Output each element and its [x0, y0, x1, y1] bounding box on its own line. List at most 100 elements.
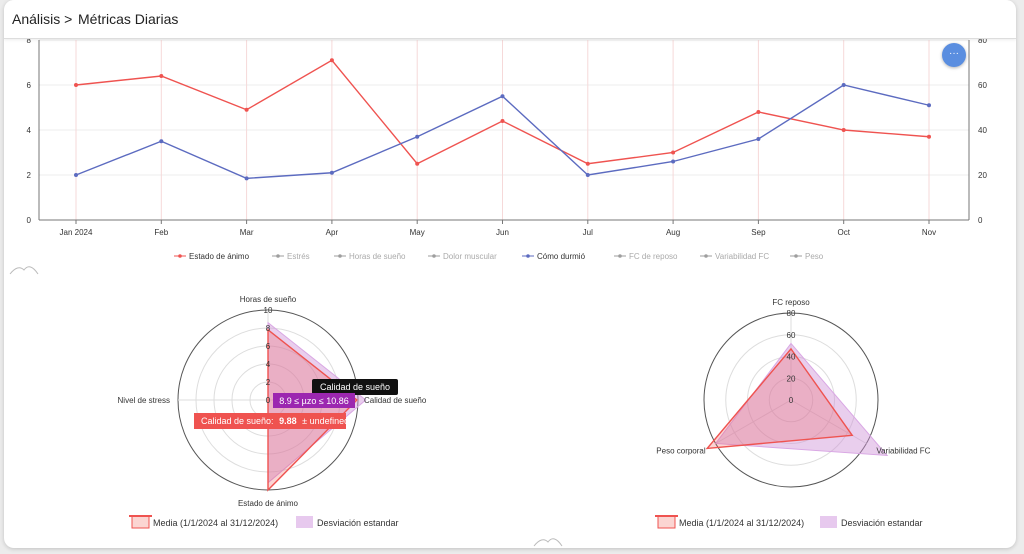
- legend-label: Variabilidad FC: [715, 252, 769, 261]
- legend-media-swatch[interactable]: [657, 515, 676, 529]
- tooltip-mean-suffix: ± undefined: [302, 416, 349, 426]
- y-right-tick: 0: [978, 216, 983, 225]
- page-header: Análisis > Métricas Diarias: [4, 0, 1016, 39]
- radar-tick-label: 6: [266, 342, 271, 351]
- series-point-1: [927, 103, 931, 108]
- series-point-1: [244, 176, 249, 181]
- x-tick-label: May: [410, 228, 425, 237]
- legend-label: Dolor muscular: [443, 252, 497, 261]
- x-tick-label: Mar: [240, 228, 254, 237]
- tooltip-mean-label: Calidad de sueño:: [201, 416, 274, 426]
- x-tick-label: Oct: [837, 228, 850, 237]
- x-tick-label: Jan 2024: [60, 228, 93, 237]
- series-point-0: [671, 150, 676, 155]
- tooltip-mean-bg: [194, 413, 346, 429]
- y-left-tick: 6: [27, 81, 32, 90]
- series-point-1: [756, 137, 761, 141]
- series-point-0: [500, 119, 505, 123]
- scroll-handle-top-shape[interactable]: [9, 266, 39, 275]
- x-tick-label: Sep: [751, 228, 766, 237]
- more-icon: ···: [949, 48, 959, 59]
- series-point-1: [585, 173, 590, 177]
- radar-axis-label: Horas de sueño: [240, 295, 297, 304]
- radar-tick-label: 0: [266, 396, 271, 405]
- legend-media-swatch[interactable]: [131, 515, 150, 529]
- radar-tick-label: 20: [787, 374, 796, 383]
- series-point-0: [244, 107, 249, 112]
- series-point-0: [585, 161, 590, 166]
- legend-marker: [432, 254, 436, 258]
- y-left-tick: 2: [27, 171, 32, 180]
- legend-stddev-swatch[interactable]: [296, 516, 313, 528]
- radar-tick-label: 80: [787, 309, 796, 318]
- series-point-1: [671, 159, 676, 164]
- series-point-0: [74, 83, 78, 87]
- legend-label: Cómo durmió: [537, 252, 586, 261]
- x-tick-label: Apr: [326, 228, 339, 237]
- legend-label: Horas de sueño: [349, 252, 406, 261]
- series-point-0: [841, 128, 846, 132]
- series-point-0: [159, 74, 164, 78]
- page-title: Métricas Diarias: [78, 11, 179, 27]
- series-point-0: [927, 134, 931, 139]
- series-point-1: [329, 170, 334, 175]
- series-point-0: [329, 58, 334, 63]
- legend-stddev-label[interactable]: Desviación estandar: [841, 518, 923, 528]
- radar-mean-area: [267, 328, 358, 492]
- radar-axis-label: Nivel de stress: [118, 396, 170, 405]
- y-right-tick: 80: [978, 36, 987, 45]
- legend-marker: [794, 254, 798, 258]
- legend-media-label[interactable]: Media (1/1/2024 al 31/12/2024): [679, 518, 804, 528]
- x-tick-label: Nov: [922, 228, 936, 237]
- x-tick-label: Jun: [496, 228, 509, 237]
- radar-tick-label: 0: [789, 396, 794, 405]
- scroll-handle-top[interactable]: [9, 266, 39, 275]
- legend-marker: [276, 254, 280, 258]
- radar-tick-label: 60: [787, 331, 796, 340]
- legend-media-label[interactable]: Media (1/1/2024 al 31/12/2024): [153, 518, 278, 528]
- radar-axis-label: FC reposo: [772, 298, 810, 307]
- legend-marker: [526, 254, 530, 258]
- legend-label: FC de reposo: [629, 252, 678, 261]
- series-point-1: [841, 83, 846, 87]
- y-left-tick: 8: [27, 36, 32, 45]
- legend-marker: [704, 254, 708, 258]
- legend-radar-heart[interactable]: Media (1/1/2024 al 31/12/2024) Desviació…: [655, 515, 923, 529]
- radar-tick-label: 4: [266, 360, 271, 369]
- series-point-1: [74, 173, 78, 177]
- scroll-handle-bottom[interactable]: [533, 538, 563, 547]
- x-tick-label: Jul: [583, 228, 593, 237]
- legend-label: Estrés: [287, 252, 310, 261]
- tooltip-calidad: Calidad de sueño 8.9 ≤ µzo ≤ 10.86 Calid…: [194, 379, 398, 429]
- legend-radar-sleep[interactable]: Media (1/1/2024 al 31/12/2024) Desviació…: [129, 515, 399, 529]
- y-left-tick: 4: [27, 126, 32, 135]
- metrics-card: Análisis > Métricas Diarias ··· 0 2 4 6 8 0 20…: [4, 0, 1016, 548]
- tooltip-title-bg: [312, 379, 398, 395]
- legend-label: Estado de ánimo: [189, 252, 250, 261]
- breadcrumb-analisis[interactable]: Análisis >: [12, 11, 73, 27]
- tooltip-range-bg: [273, 393, 355, 408]
- legend-marker: [618, 254, 622, 258]
- legend-stddev-label[interactable]: Desviación estandar: [317, 518, 399, 528]
- radar-tick-label: 10: [264, 306, 273, 315]
- line-chart-legend[interactable]: Estado de ánimo Estrés Horas de sueño Dolor…: [174, 252, 824, 261]
- radar-chart-heart: 80 60 40 20 0 FC reposo Variabilidad FC Peso co…: [656, 298, 931, 488]
- legend-stddev-swatch[interactable]: [820, 516, 837, 528]
- series-point-0: [756, 110, 761, 114]
- x-tick-label: Feb: [154, 228, 168, 237]
- radar-spoke: [790, 399, 867, 444]
- tooltip-title: Calidad de sueño: [320, 382, 390, 392]
- more-button[interactable]: ···: [942, 43, 966, 67]
- series-point-1: [159, 139, 164, 144]
- x-tick-label: Aug: [666, 228, 680, 237]
- radar-axis-label: Peso corporal: [656, 447, 706, 456]
- series-point-1: [500, 94, 505, 99]
- y-left-tick: 0: [27, 216, 32, 225]
- radar-tick-label: 2: [266, 378, 271, 387]
- series-point-0: [415, 161, 420, 166]
- radar-tick-label: 40: [787, 353, 796, 362]
- scroll-handle-bottom-shape[interactable]: [533, 538, 563, 547]
- y-right-tick: 20: [978, 171, 987, 180]
